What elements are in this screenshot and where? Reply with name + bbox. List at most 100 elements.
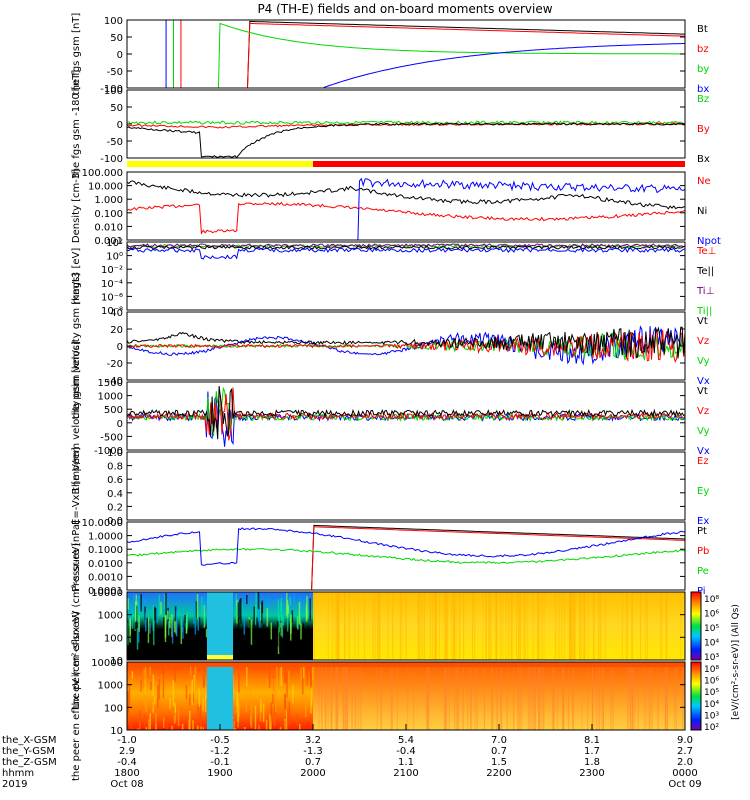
spectrogram-texture [336,662,338,730]
spectrogram-texture [306,663,309,686]
ephem-value: 2100 [393,768,418,779]
legend-label-Vz: Vz [697,406,709,417]
spectrogram-texture [467,662,469,730]
spectrogram-texture [425,662,428,730]
spectrogram-texture [135,601,137,622]
spectrogram-strip [206,655,234,660]
spectrogram-texture [406,662,409,730]
series-line-by [217,22,685,88]
colorbar-tick: 10⁶ [704,610,719,620]
spectrogram-texture [130,720,133,730]
spectrogram-texture [174,606,177,632]
panel-fgs_gsm: 100 50 0 -50 -100 the fgs gsm [nT] Bt bz by bx [71,13,709,96]
spectrogram-texture [500,662,503,730]
ytick-label: 50 [110,103,123,114]
spectrogram-texture [149,713,151,730]
series-line-Te-par [127,245,685,250]
spectrogram-texture [502,592,504,660]
spectrogram-texture [580,592,582,660]
spectrogram-texture [675,662,678,730]
spectrogram-texture [205,628,208,638]
spectrogram-texture [306,595,308,620]
panel-frame [126,521,686,591]
spectrogram-texture [288,701,291,725]
spectrogram-texture [140,680,142,692]
ytick-label: 100 [104,633,123,644]
spectrogram-texture [186,612,188,629]
spectrogram-texture [288,671,290,684]
spectrogram-texture [453,592,455,660]
spectrogram-texture [666,592,668,660]
spectrogram-texture [330,662,332,730]
spectrogram-texture [661,592,663,660]
spectrogram-texture [445,592,447,660]
series-line-Pe [127,547,685,565]
spectrogram-texture [273,678,275,706]
spectrogram-texture [543,592,545,660]
colorbar-tick: 10⁸ [704,595,719,605]
legend-label-Ex: Ex [697,516,709,527]
spectrogram-texture [599,592,601,660]
y-axis-label: Pressure [nPa] [71,520,82,592]
spectrogram-texture [490,592,492,660]
spectrogram-texture [453,592,455,660]
spectrogram-texture [160,601,162,615]
spectrogram-texture [284,693,286,710]
spectrogram-texture [524,592,526,660]
spectrogram-texture [133,592,135,614]
spectrogram-texture [505,592,507,660]
spectrogram-texture [354,592,356,660]
spectrogram-texture [454,592,456,660]
spectrogram-texture [427,662,429,730]
panel-frame [126,591,686,661]
plot-area-peim_v [127,325,685,366]
panel-frame [126,19,686,89]
spectrogram-texture [150,681,152,691]
spectrogram-texture [189,710,191,730]
spectrogram-texture [570,592,572,660]
spectrogram-texture [435,592,437,660]
ephem-value: 2000 [300,768,325,779]
spectrogram-texture [131,671,134,679]
spectrogram-texture [331,592,334,660]
colorbar-tick: 10⁴ [704,700,719,710]
spectrogram-texture [378,592,380,660]
legend-label-By: By [697,124,710,135]
spectrogram-texture [570,592,572,660]
spectrogram-texture [355,662,357,730]
spectrogram-texture [189,693,191,706]
spectrogram-texture [202,698,204,712]
legend-label-Ti||: Ti|| [696,306,712,317]
spectrogram-texture [238,618,240,644]
spectrogram-texture [563,592,566,660]
spectrogram-texture [470,662,472,730]
spectrogram-texture [454,662,456,730]
spectrogram-texture [574,592,576,660]
spectrogram-texture [266,607,269,627]
colorbar-tick: 10³ [704,711,719,721]
spectrogram-texture [299,597,302,613]
ytick-label: -100 [100,84,123,95]
y-axis-label: E=-VxB [mV/m] [71,447,82,525]
spectrogram-texture [237,700,239,723]
spectrogram-texture [541,592,543,660]
ephem-value: 0.7 [491,746,507,757]
spectrogram-texture [600,592,602,660]
spectrogram-texture [174,705,177,723]
spectrogram-texture [312,662,314,681]
ephem-value: -0.4 [117,757,137,768]
spectrogram-texture [286,673,288,698]
spectrogram-texture [128,684,131,706]
panel-fgs_gse: 100 50 0 -50 -100 the fgs gsm -180 [nT] Bz By Bx [71,70,710,179]
spectrogram-texture [283,672,286,683]
spectrogram-texture [462,662,464,730]
ytick-label: 10.000 [88,182,123,193]
series-line-Vt [127,326,685,358]
spectrogram-texture [571,592,573,660]
spectrogram-texture [513,662,515,730]
spectrogram-texture [255,592,257,616]
spectrogram-texture [181,723,184,730]
series-line-bx [323,43,685,88]
spectrogram-texture [518,592,520,660]
